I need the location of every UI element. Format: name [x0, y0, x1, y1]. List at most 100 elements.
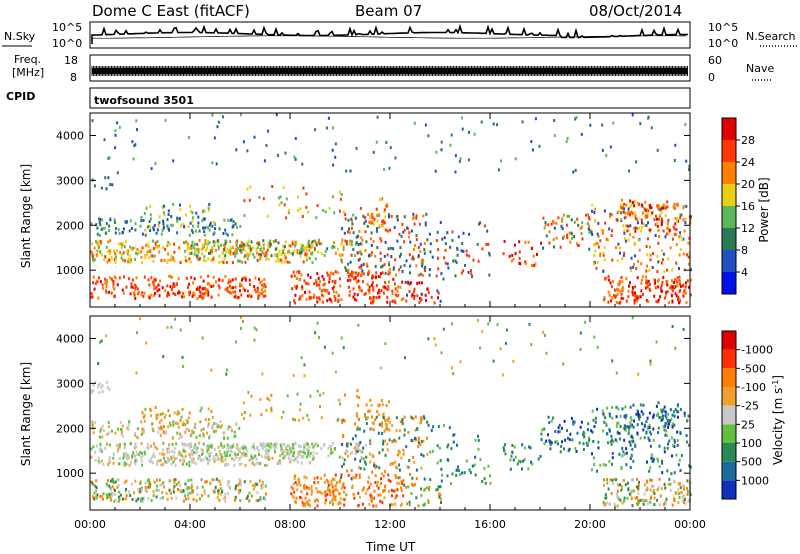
range-cell — [582, 448, 585, 451]
range-cell — [192, 497, 195, 501]
range-cell — [417, 273, 420, 277]
range-cell — [93, 497, 95, 500]
range-cell — [318, 296, 321, 300]
range-cell — [260, 288, 263, 292]
colorbar-tick-label: 20 — [741, 178, 755, 191]
range-cell — [155, 478, 158, 482]
range-cell — [427, 337, 430, 341]
range-cell — [367, 409, 370, 413]
range-cell — [350, 240, 353, 244]
range-cell — [154, 162, 157, 165]
range-cell — [673, 202, 676, 206]
range-cell — [591, 430, 594, 434]
range-cell — [566, 233, 569, 237]
range-cell — [347, 275, 350, 279]
range-cell — [223, 248, 226, 252]
range-cell — [359, 440, 362, 444]
range-cell — [648, 426, 651, 429]
range-cell — [339, 209, 341, 213]
range-cell — [450, 447, 453, 451]
range-cell — [105, 380, 108, 384]
range-cell — [251, 457, 254, 461]
range-cell — [150, 414, 153, 418]
range-cell — [588, 247, 591, 251]
range-cell — [645, 279, 648, 283]
range-cell — [332, 163, 335, 167]
range-cell — [643, 483, 646, 487]
range-cell — [154, 292, 156, 296]
range-cell — [666, 446, 669, 450]
range-cell — [245, 242, 248, 246]
range-cell — [316, 504, 319, 508]
range-cell — [174, 293, 177, 296]
range-cell — [139, 450, 142, 454]
range-cell — [170, 287, 173, 291]
range-cell — [131, 454, 134, 458]
range-cell — [282, 456, 285, 460]
range-cell — [604, 221, 607, 225]
range-cell — [178, 436, 181, 440]
range-cell — [458, 473, 461, 477]
range-cell — [134, 143, 137, 147]
range-cell — [352, 248, 355, 251]
range-cell — [270, 254, 273, 258]
range-cell — [458, 469, 460, 473]
range-cell — [653, 492, 656, 495]
range-cell — [149, 204, 152, 208]
range-cell — [281, 260, 284, 264]
range-cell — [619, 251, 621, 255]
range-cell — [139, 317, 142, 321]
range-cell — [384, 240, 387, 244]
range-cell — [388, 428, 391, 432]
range-cell — [152, 494, 155, 498]
range-cell — [540, 432, 543, 436]
range-cell — [371, 421, 374, 425]
range-cell — [679, 248, 682, 252]
range-cell — [206, 457, 209, 461]
range-cell — [362, 446, 365, 450]
range-cell — [572, 420, 575, 424]
range-cell — [623, 216, 626, 220]
range-cell — [207, 494, 210, 498]
range-cell — [553, 221, 556, 225]
range-cell — [107, 425, 110, 429]
range-cell — [200, 459, 203, 463]
range-cell — [686, 493, 689, 496]
range-cell — [214, 485, 217, 489]
range-cell — [399, 420, 402, 424]
range-cell — [153, 480, 156, 484]
range-cell — [353, 297, 356, 301]
range-cell — [673, 232, 676, 236]
colorbar-tick-label: 16 — [741, 200, 755, 213]
range-cell — [266, 397, 269, 400]
range-cell — [126, 252, 129, 256]
range-cell — [374, 254, 377, 258]
range-cell — [255, 328, 258, 332]
range-cell — [422, 454, 425, 458]
range-cell — [677, 219, 680, 223]
range-cell — [258, 479, 261, 483]
range-cell — [244, 278, 247, 282]
range-cell — [611, 229, 613, 233]
range-cell — [167, 291, 169, 295]
range-cell — [355, 280, 358, 284]
range-cell — [331, 287, 334, 290]
range-cell — [309, 454, 312, 458]
range-cell — [687, 499, 690, 503]
range-cell — [198, 285, 201, 289]
range-cell — [290, 274, 293, 278]
range-cell — [209, 481, 212, 485]
range-cell — [123, 461, 126, 465]
range-cell — [224, 239, 227, 243]
range-cell — [628, 492, 631, 496]
range-cell — [579, 425, 582, 429]
colorbar-swatch — [722, 443, 736, 462]
range-cell — [208, 228, 211, 232]
range-cell — [157, 430, 160, 434]
range-cell — [100, 447, 103, 451]
range-cell — [638, 226, 640, 230]
range-cell — [255, 251, 258, 255]
range-cell — [298, 297, 301, 301]
range-cell — [224, 245, 226, 249]
range-cell — [343, 486, 346, 490]
